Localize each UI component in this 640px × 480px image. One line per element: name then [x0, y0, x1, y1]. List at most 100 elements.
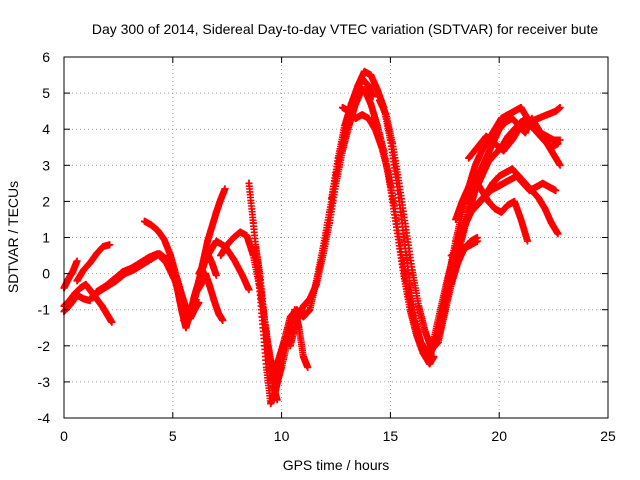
data-point: [245, 179, 253, 187]
data-point: [352, 114, 360, 122]
data-point: [524, 237, 531, 245]
data-point: [458, 234, 466, 241]
data-point: [556, 104, 564, 111]
data-point: [491, 151, 499, 158]
data-point: [510, 107, 518, 115]
data-point: [86, 259, 94, 267]
data-point: [539, 179, 547, 187]
data-point: [471, 161, 479, 169]
data-point: [502, 169, 510, 176]
data-point: [552, 187, 560, 195]
points-layer: [60, 67, 564, 408]
data-point: [473, 143, 481, 151]
data-point: [210, 297, 218, 305]
data-point: [267, 356, 275, 364]
data-point: [286, 342, 294, 350]
data-point: [306, 295, 314, 303]
data-point: [495, 172, 503, 180]
data-point: [506, 176, 514, 184]
series-track-o: [254, 259, 279, 379]
data-point: [515, 122, 523, 130]
data-point: [99, 243, 107, 250]
data-point: [500, 147, 508, 155]
series-track-aa: [463, 114, 562, 205]
data-point: [212, 271, 220, 279]
data-point: [267, 400, 275, 408]
data-point: [428, 345, 436, 353]
series-track-d: [73, 241, 114, 285]
data-point: [93, 250, 101, 258]
data-point: [223, 241, 231, 249]
data-point: [230, 234, 238, 241]
data-point: [86, 295, 94, 303]
data-point: [382, 111, 390, 119]
data-point: [552, 107, 560, 115]
series-track-ab: [447, 237, 481, 259]
data-point: [238, 271, 246, 279]
data-point: [215, 309, 222, 317]
data-point: [526, 187, 534, 195]
data-point: [534, 125, 542, 133]
data-point: [406, 306, 414, 314]
data-point: [393, 226, 401, 234]
data-point: [465, 208, 473, 216]
data-point: [293, 317, 301, 324]
data-point: [482, 132, 490, 140]
data-point: [341, 122, 349, 130]
data-point: [500, 179, 508, 187]
y-tick-label: 3: [42, 157, 50, 173]
data-point: [510, 197, 518, 205]
data-point: [219, 317, 227, 324]
data-point: [487, 187, 494, 195]
data-point: [206, 282, 214, 290]
data-point: [262, 331, 270, 339]
data-point: [104, 311, 111, 319]
data-point: [173, 284, 181, 292]
y-tick-label: 0: [42, 266, 50, 282]
data-point: [326, 219, 333, 227]
data-point: [243, 232, 251, 240]
x-axis-label: GPS time / hours: [283, 457, 390, 473]
data-point: [434, 335, 442, 343]
data-point: [195, 270, 203, 278]
y-tick-label: 1: [42, 230, 50, 246]
data-point: [252, 241, 259, 249]
x-tick-label: 15: [383, 428, 399, 444]
data-point: [532, 183, 540, 191]
data-point: [245, 286, 253, 294]
data-point: [554, 140, 562, 148]
data-point: [188, 302, 196, 310]
data-point: [469, 183, 477, 191]
data-point: [67, 300, 74, 308]
x-tick-label: 10: [274, 428, 290, 444]
data-point: [147, 221, 155, 229]
data-point: [221, 185, 229, 193]
data-point: [521, 129, 529, 137]
data-point: [291, 306, 299, 314]
x-tick-label: 20: [491, 428, 507, 444]
data-point: [212, 208, 220, 216]
data-point: [550, 151, 558, 158]
data-point: [236, 228, 244, 236]
data-point: [217, 252, 225, 259]
data-point: [408, 266, 416, 274]
data-point: [367, 71, 375, 79]
data-point: [545, 183, 553, 191]
data-point: [328, 194, 336, 202]
data-point: [304, 364, 312, 371]
data-point: [160, 235, 168, 243]
data-point: [508, 165, 516, 173]
data-point: [76, 284, 84, 292]
data-point: [208, 223, 216, 231]
data-point: [367, 100, 375, 108]
data-point: [80, 266, 88, 274]
data-point: [299, 353, 307, 361]
data-point: [541, 205, 549, 213]
data-point: [339, 104, 346, 111]
data-point: [354, 82, 362, 90]
data-point: [347, 100, 355, 108]
data-point: [184, 313, 192, 321]
data-point: [473, 201, 481, 209]
data-point: [543, 111, 551, 119]
